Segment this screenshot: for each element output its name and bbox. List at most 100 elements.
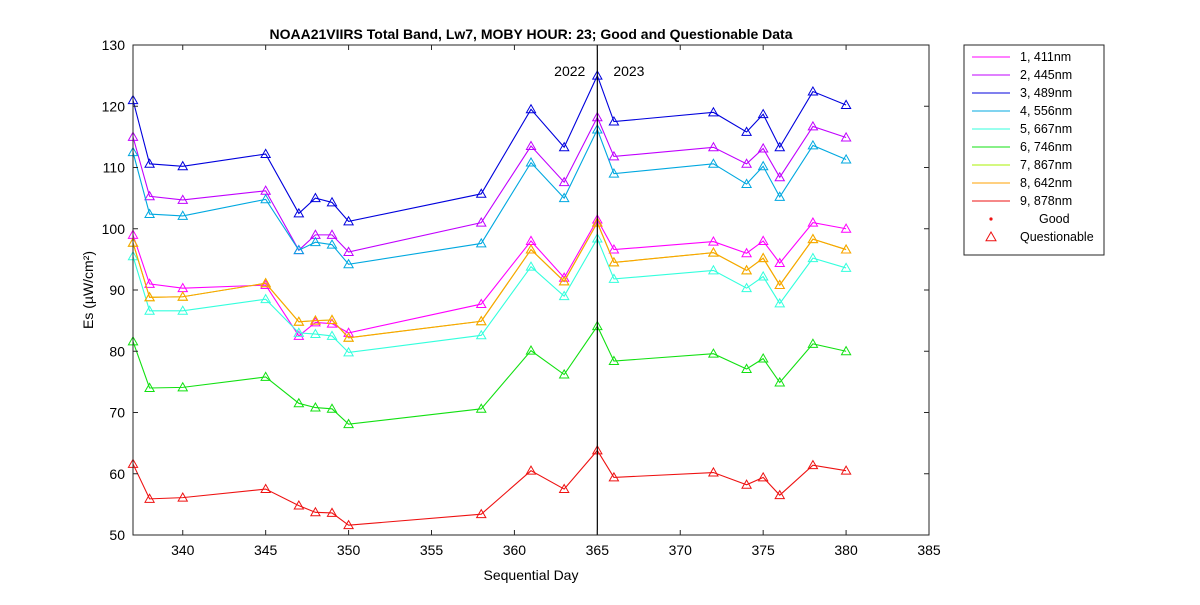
data-point	[475, 217, 487, 227]
data-point	[807, 459, 819, 470]
legend-questionable-marker	[985, 230, 997, 242]
series-line-3	[132, 74, 847, 223]
data-point	[774, 376, 786, 387]
legend-entry-label: 6, 746nm	[1020, 140, 1072, 154]
y-tick-label: 60	[109, 466, 125, 482]
chart-title: NOAA21VIIRS Total Band, Lw7, MOBY HOUR: …	[270, 26, 793, 42]
data-point	[707, 348, 719, 358]
legend-entry-label: 3, 489nm	[1020, 86, 1072, 100]
legend-box	[963, 44, 1105, 256]
data-point	[608, 150, 620, 161]
data-point	[293, 207, 305, 218]
y-tick-label: 110	[103, 160, 126, 176]
x-tick-label: 385	[917, 542, 941, 558]
data-point	[707, 247, 719, 257]
x-tick-label: 350	[337, 542, 361, 558]
legend: 1, 411nm 2, 445nm 3, 489nm 4, 556nm 5, 667nm…	[963, 44, 1105, 256]
data-point	[707, 141, 719, 152]
data-point	[343, 346, 355, 357]
data-point	[260, 371, 272, 381]
data-point	[757, 142, 769, 153]
data-point	[309, 192, 321, 203]
y-tick-label: 130	[102, 37, 126, 53]
data-point	[293, 327, 305, 337]
data-point	[525, 103, 537, 114]
data-point	[475, 315, 487, 326]
data-point	[741, 363, 753, 373]
legend-entry-label: Questionable	[1020, 230, 1094, 244]
data-point	[260, 193, 272, 204]
legend-entry-label: 5, 667nm	[1020, 122, 1072, 136]
data-point	[558, 483, 570, 494]
series-line-5	[132, 237, 847, 354]
data-point	[144, 278, 156, 288]
data-point	[840, 223, 852, 233]
data-point	[608, 115, 620, 126]
data-point	[260, 483, 272, 494]
y-axis-label: Es (µW/cm²)	[80, 251, 96, 329]
data-point	[707, 466, 719, 477]
data-point	[807, 85, 819, 96]
data-point	[177, 210, 189, 220]
data-point	[807, 217, 819, 227]
series-line-4	[132, 128, 847, 265]
year-label-2023: 2023	[613, 63, 644, 79]
data-point	[525, 243, 537, 254]
series-line-9	[132, 449, 847, 526]
data-point	[144, 190, 156, 201]
data-point	[840, 131, 852, 142]
data-point	[774, 191, 786, 201]
data-point	[741, 158, 753, 168]
data-point	[525, 345, 537, 355]
data-point	[608, 355, 620, 365]
data-point	[144, 382, 156, 392]
data-point	[309, 316, 321, 327]
series-line-2	[132, 115, 847, 253]
data-point	[558, 192, 570, 203]
data-point	[840, 465, 852, 475]
data-point	[757, 252, 769, 263]
x-axis-label: Sequential Day	[484, 567, 579, 583]
data-point	[741, 264, 753, 275]
data-point	[741, 479, 753, 489]
data-point	[326, 314, 338, 324]
y-tick-label: 120	[102, 98, 126, 114]
data-point	[475, 237, 487, 248]
data-point	[309, 401, 321, 412]
data-point	[293, 316, 305, 326]
data-point	[260, 293, 272, 304]
data-point	[807, 233, 819, 244]
data-point	[558, 368, 570, 379]
data-point	[558, 275, 570, 286]
data-point	[707, 236, 719, 246]
series-layer	[127, 70, 852, 530]
data-point	[309, 506, 321, 517]
data-point	[309, 328, 321, 339]
x-axis: 340 345 350 355 360 365 370 375 380 385	[171, 45, 941, 558]
data-point	[741, 247, 753, 258]
data-point	[608, 256, 620, 267]
data-point	[177, 305, 189, 315]
data-point	[807, 338, 819, 348]
data-point	[525, 140, 537, 151]
data-point	[558, 176, 570, 187]
x-tick-label: 380	[834, 542, 858, 558]
data-point	[343, 258, 355, 269]
data-point	[177, 160, 189, 171]
series-line-6	[132, 325, 847, 425]
y-tick-label: 80	[109, 343, 125, 359]
data-point	[608, 273, 620, 283]
data-point	[343, 215, 355, 226]
year-label-2022: 2022	[554, 63, 585, 79]
data-point	[741, 178, 753, 188]
legend-good-marker	[989, 217, 993, 221]
data-point	[840, 345, 852, 356]
data-point	[774, 257, 786, 267]
data-point	[309, 315, 321, 325]
data-point	[757, 270, 769, 281]
data-point	[343, 332, 355, 342]
data-point	[558, 141, 570, 152]
data-point	[309, 236, 321, 247]
legend-entry-label: 4, 556nm	[1020, 104, 1072, 118]
data-point	[144, 493, 156, 503]
